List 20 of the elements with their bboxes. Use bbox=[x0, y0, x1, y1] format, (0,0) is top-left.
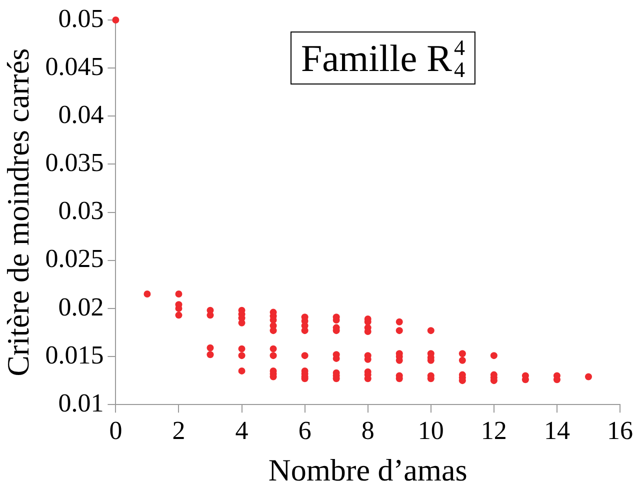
y-tick-label: 0.05 bbox=[58, 4, 104, 33]
x-tick-label: 8 bbox=[361, 416, 374, 446]
y-tick-label: 0.045 bbox=[45, 52, 104, 81]
y-tick-label: 0.03 bbox=[58, 196, 104, 226]
x-tick-label: 10 bbox=[418, 416, 444, 446]
y-tick-label: 0.01 bbox=[58, 388, 104, 418]
x-tick-label: 0 bbox=[109, 416, 122, 446]
y-tick-label: 0.035 bbox=[45, 148, 104, 178]
y-tick-label: 0.02 bbox=[58, 292, 104, 322]
y-axis-title: Critère de moindres carrés bbox=[0, 48, 36, 376]
y-tick-label: 0.025 bbox=[45, 244, 104, 274]
x-tick-label: 4 bbox=[235, 416, 248, 446]
y-tick-label: 0.04 bbox=[58, 100, 104, 129]
x-tick-label: 2 bbox=[172, 416, 186, 446]
y-tick-label: 0.015 bbox=[45, 340, 104, 370]
x-tick-label: 14 bbox=[544, 416, 570, 446]
x-tick-label: 6 bbox=[298, 416, 312, 446]
x-tick-label: 16 bbox=[607, 416, 633, 446]
x-tick-label: 12 bbox=[480, 416, 507, 446]
x-axis-title: Nombre d’amas bbox=[268, 452, 468, 488]
